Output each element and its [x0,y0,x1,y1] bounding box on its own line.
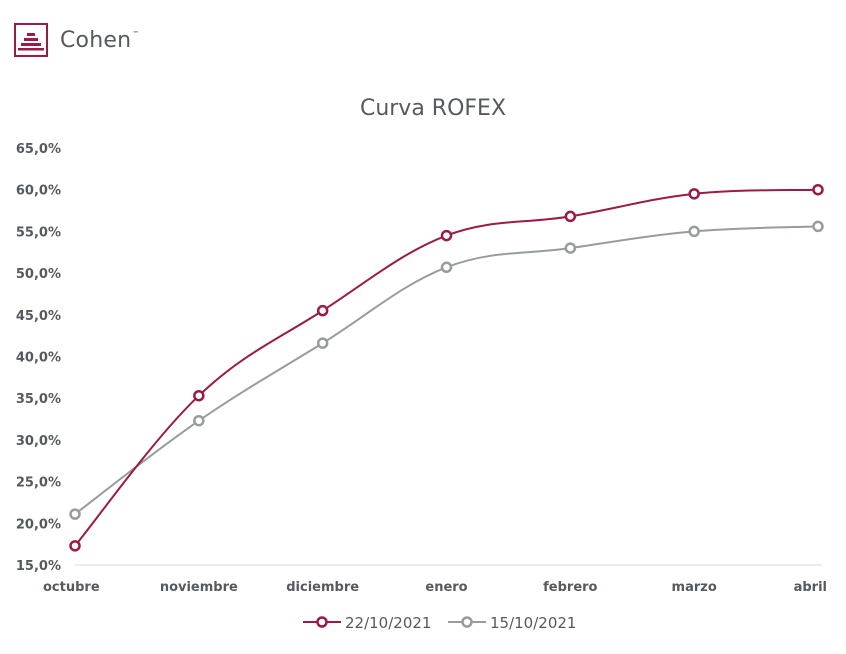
x-tick-label: noviembre [160,580,238,595]
data-point [812,220,824,233]
legend-point-marker [461,616,473,628]
data-point [193,389,205,402]
x-tick-label: octubre [43,580,100,595]
brand-name: Cohen™ [60,27,140,53]
legend-label: 15/10/2021 [490,614,576,632]
data-point [812,183,824,196]
y-tick-label: 55,0% [16,225,61,240]
y-tick-label: 35,0% [16,392,61,407]
y-tick-label: 40,0% [16,351,61,366]
x-tick-label: enero [425,580,467,595]
y-tick-label: 25,0% [16,476,61,491]
x-tick-label: marzo [672,580,717,595]
x-tick-label: abril [794,580,827,595]
brand-logo: Cohen™ [14,22,139,58]
x-tick-label: febrero [543,580,597,595]
y-tick-label: 65,0% [16,142,61,157]
data-point [688,225,700,238]
data-point [440,229,453,242]
data-point [564,210,577,223]
y-tick-label: 45,0% [16,309,61,324]
data-point [316,304,329,317]
x-tick-label: diciembre [286,580,359,595]
y-tick-label: 20,0% [16,517,61,532]
data-point [564,242,577,254]
y-tick-label: 60,0% [16,184,61,199]
data-point [440,261,453,274]
data-point [193,414,205,427]
cohen-logo-icon [14,23,48,57]
legend-label: 22/10/2021 [345,614,431,632]
data-point [316,337,329,349]
y-tick-label: 30,0% [16,434,61,449]
data-point [688,188,700,200]
chart-title: Curva ROFEX [359,96,507,121]
data-point [69,540,81,552]
legend-point-marker [316,616,328,628]
data-point [69,508,81,520]
y-tick-label: 15,0% [16,559,61,574]
series-line [74,188,819,547]
y-tick-label: 50,0% [16,267,61,282]
